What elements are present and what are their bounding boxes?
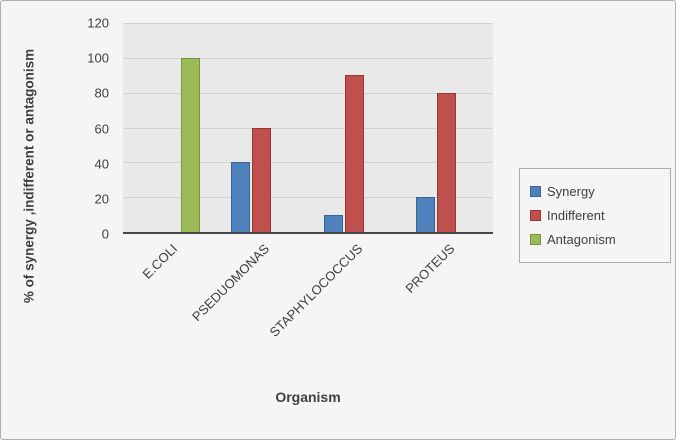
plot-area (123, 23, 493, 234)
gridline (123, 92, 493, 94)
legend-label: Antagonism (547, 232, 616, 247)
legend-label: Indifferent (547, 208, 605, 223)
x-axis-title: Organism (275, 389, 341, 405)
x-tick-label: PROTEUS (402, 241, 458, 297)
y-tick-label: 40 (94, 156, 109, 172)
y-tick-label: 80 (94, 85, 109, 101)
x-tick-label: E.COLI (139, 241, 180, 282)
gridline (123, 57, 493, 59)
y-axis-title: % of synergy ,indifferent or antagonism (21, 48, 37, 304)
x-tick-label: PSEDUOMONAS (189, 241, 273, 325)
gridline (123, 197, 493, 199)
legend-label: Synergy (547, 184, 595, 199)
bar-synergy (416, 197, 436, 232)
y-axis-ticks: 0 20 40 60 80 100 120 (65, 16, 115, 242)
legend-item-antagonism: Antagonism (530, 232, 660, 247)
y-tick-label: 60 (94, 121, 109, 136)
bar-group-proteus (401, 23, 494, 232)
y-tick-label: 0 (101, 226, 109, 242)
legend-swatch-icon (530, 186, 541, 197)
bar-indifferent (344, 75, 364, 232)
bar-group-staphylococcus (308, 23, 401, 232)
bar-synergy (231, 162, 251, 232)
gridline (123, 23, 493, 24)
bar-indifferent (252, 127, 272, 232)
bar-antagonism (180, 57, 200, 232)
legend-swatch-icon (530, 210, 541, 221)
bar-groups (123, 23, 493, 232)
legend-swatch-icon (530, 234, 541, 245)
x-tick-label: STAPHYLOCOCCUS (266, 241, 365, 340)
legend: Synergy Indifferent Antagonism (519, 168, 671, 263)
y-tick-label: 100 (87, 50, 109, 66)
legend-item-indifferent: Indifferent (530, 208, 660, 223)
bar-indifferent (437, 92, 457, 232)
bar-group-pseduomonas (216, 23, 309, 232)
bar-group-e-coli (123, 23, 216, 232)
gridline (123, 162, 493, 164)
gridline (123, 127, 493, 129)
x-axis-labels: E.COLI PSEDUOMONAS STAPHYLOCOCCUS PROTEUS (123, 241, 493, 351)
y-tick-label: 120 (87, 15, 109, 31)
y-tick-label: 20 (94, 191, 109, 207)
bar-synergy (323, 214, 343, 232)
legend-item-synergy: Synergy (530, 184, 660, 199)
